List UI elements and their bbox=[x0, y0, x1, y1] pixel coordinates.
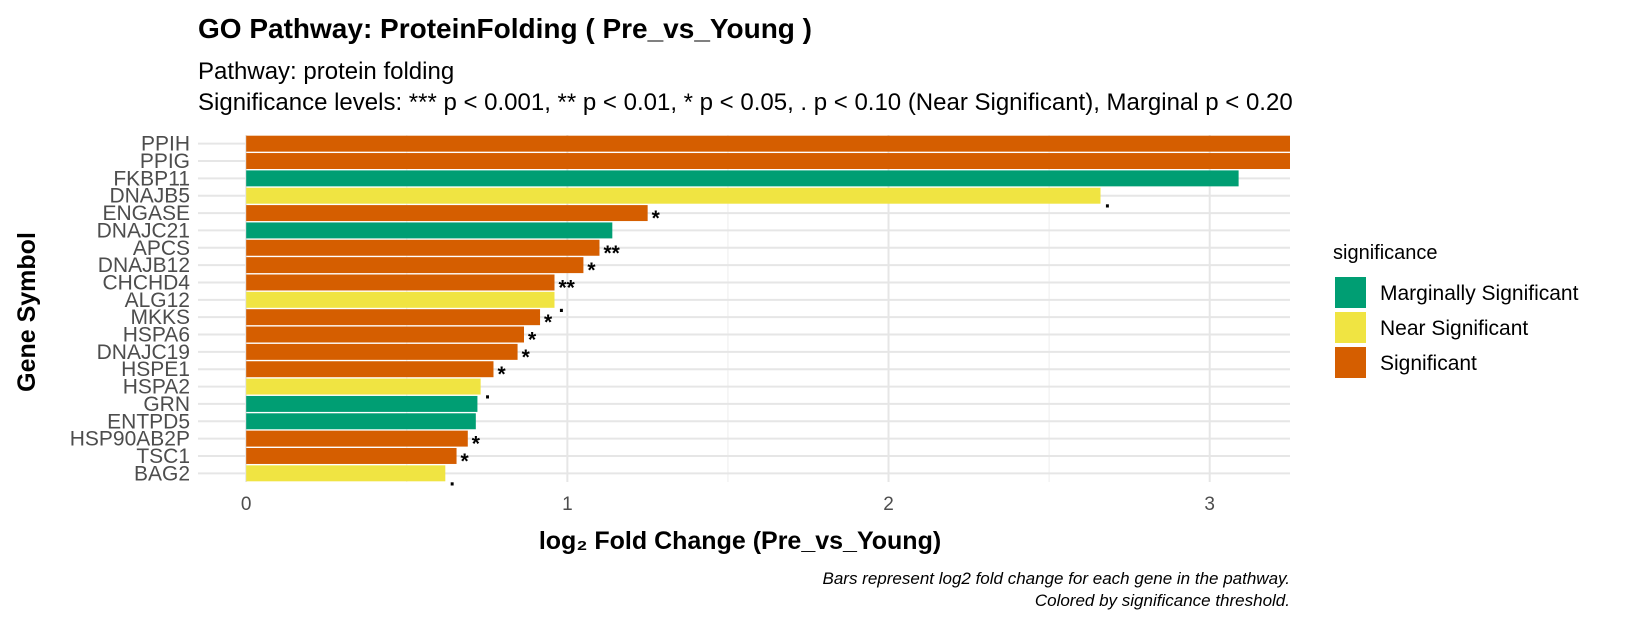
bar-dnajc21 bbox=[246, 222, 613, 239]
bar-dnajb12 bbox=[246, 257, 584, 274]
x-axis-tick-labels: 0 1 2 3 bbox=[241, 494, 1215, 515]
y-tick-label: PPIH bbox=[141, 133, 190, 156]
y-tick-label: CHCHD4 bbox=[102, 271, 190, 294]
significance-label: * bbox=[522, 346, 531, 369]
y-tick-label: DNAJB12 bbox=[98, 254, 190, 277]
bar-hspa6 bbox=[246, 326, 524, 343]
significance-label: . bbox=[1105, 190, 1111, 213]
legend-swatch bbox=[1335, 312, 1366, 343]
y-axis-title: Gene Symbol bbox=[13, 232, 41, 392]
bar-ppig bbox=[246, 153, 1290, 170]
bar-hspe1 bbox=[246, 361, 494, 378]
bar-hspa2 bbox=[246, 378, 481, 395]
bar-engase bbox=[246, 205, 648, 222]
bar-dnajc19 bbox=[246, 343, 518, 360]
significance-label: * bbox=[528, 329, 537, 352]
significance-label: . bbox=[559, 294, 565, 317]
y-tick-label: DNAJB5 bbox=[109, 185, 190, 208]
y-tick-label: HSPA6 bbox=[123, 324, 190, 347]
bar-apcs bbox=[246, 239, 600, 256]
caption-line-2: Colored by significance threshold. bbox=[1035, 591, 1290, 610]
legend-title: significance bbox=[1333, 242, 1438, 264]
significance-label: . bbox=[485, 381, 491, 404]
significance-labels: .******.****.**. bbox=[449, 190, 1110, 491]
legend-label: Near Significant bbox=[1380, 317, 1528, 340]
y-tick-label: APCS bbox=[133, 237, 190, 260]
chart-title: GO Pathway: ProteinFolding ( Pre_vs_Youn… bbox=[198, 13, 812, 44]
bar-chchd4 bbox=[246, 274, 555, 291]
significance-label: * bbox=[652, 207, 661, 230]
y-tick-label: MKKS bbox=[130, 306, 190, 329]
bar-mkks bbox=[246, 309, 541, 326]
legend-swatch bbox=[1335, 277, 1366, 308]
significance-label: * bbox=[461, 450, 470, 473]
x-tick-label: 3 bbox=[1204, 494, 1215, 515]
x-axis-title: log₂ Fold Change (Pre_vs_Young) bbox=[539, 527, 941, 555]
bar-dnajb5 bbox=[246, 187, 1101, 204]
significance-label: * bbox=[587, 259, 596, 282]
significance-label: * bbox=[544, 311, 553, 334]
bar-entpd5 bbox=[246, 413, 476, 430]
legend: significance Marginally Significant Near … bbox=[1333, 242, 1579, 378]
y-tick-label: GRN bbox=[143, 393, 190, 416]
bar-grn bbox=[246, 395, 478, 412]
y-tick-label: BAG2 bbox=[134, 462, 190, 485]
bars bbox=[246, 135, 1290, 482]
x-tick-label: 2 bbox=[883, 494, 894, 515]
y-axis-tick-labels: PPIHPPIGFKBP11DNAJB5ENGASEDNAJC21APCSDNA… bbox=[70, 133, 191, 486]
significance-label: * bbox=[472, 433, 481, 456]
x-tick-label: 0 bbox=[241, 494, 252, 515]
plot-grid bbox=[198, 135, 1290, 482]
bar-tsc1 bbox=[246, 447, 457, 464]
y-tick-label: PPIG bbox=[140, 150, 190, 173]
significance-label: ** bbox=[559, 276, 576, 299]
bar-ppih bbox=[246, 135, 1290, 152]
y-tick-label: ALG12 bbox=[125, 289, 190, 312]
legend-label: Significant bbox=[1380, 352, 1477, 375]
significance-label: ** bbox=[603, 242, 620, 265]
y-tick-label: DNAJC21 bbox=[97, 219, 190, 242]
chart-subtitle-line-1: Pathway: protein folding bbox=[198, 58, 454, 85]
caption-line-1: Bars represent log2 fold change for each… bbox=[823, 569, 1291, 588]
bar-hsp90ab2p bbox=[246, 430, 468, 447]
y-tick-label: DNAJC19 bbox=[97, 341, 190, 364]
y-tick-label: ENGASE bbox=[102, 202, 190, 225]
bar-bag2 bbox=[246, 465, 446, 482]
x-tick-label: 1 bbox=[562, 494, 573, 515]
y-tick-label: FKBP11 bbox=[113, 167, 190, 190]
significance-label: . bbox=[449, 467, 455, 490]
bar-alg12 bbox=[246, 291, 555, 308]
y-tick-label: TSC1 bbox=[136, 445, 190, 468]
y-tick-label: ENTPD5 bbox=[107, 410, 190, 433]
significance-label: * bbox=[497, 363, 506, 386]
y-tick-label: HSP90AB2P bbox=[70, 428, 190, 451]
y-tick-label: HSPA2 bbox=[123, 376, 190, 399]
y-tick-label: HSPE1 bbox=[121, 358, 190, 381]
legend-label: Marginally Significant bbox=[1380, 282, 1579, 305]
chart-subtitle-line-2: Significance levels: *** p < 0.001, ** p… bbox=[198, 89, 1293, 116]
bar-fkbp11 bbox=[246, 170, 1239, 187]
legend-swatch bbox=[1335, 347, 1366, 378]
